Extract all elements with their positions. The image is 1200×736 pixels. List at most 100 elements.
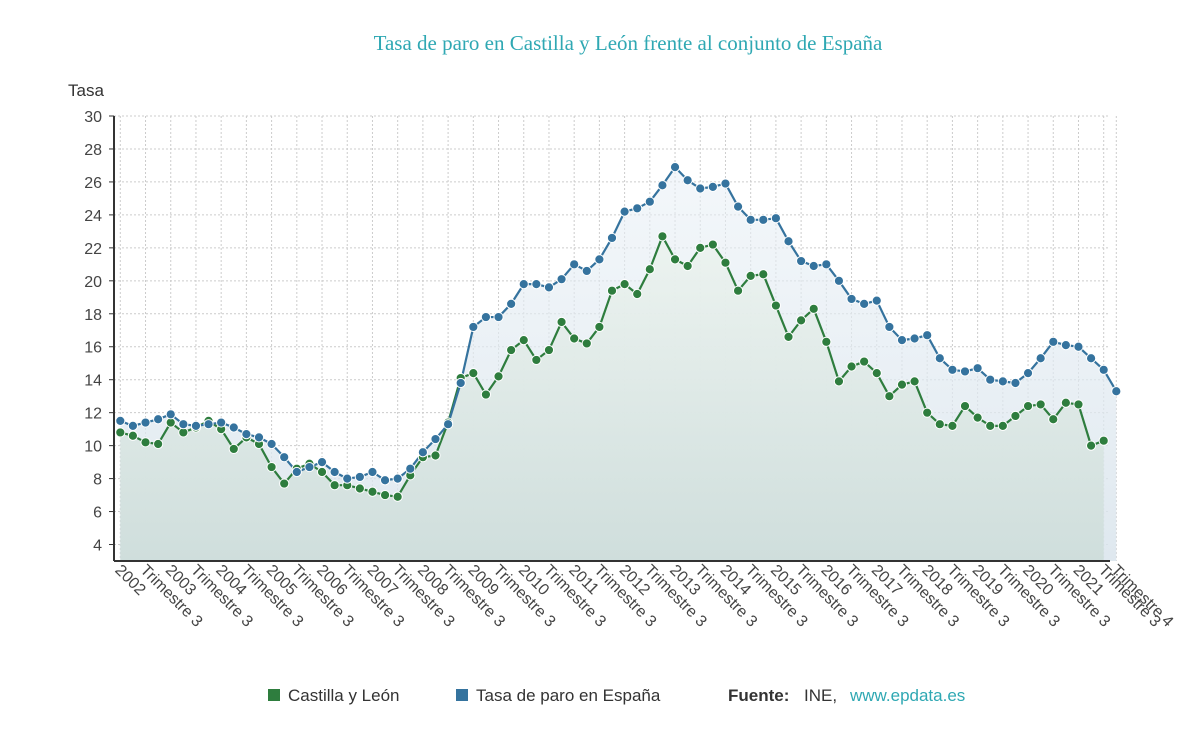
series-0-point-71[interactable] <box>1010 410 1021 422</box>
series-1-point-19[interactable] <box>354 471 365 483</box>
series-1-point-8[interactable] <box>216 417 227 428</box>
series-1-point-30[interactable] <box>493 311 504 323</box>
series-1-point-32[interactable] <box>518 279 529 290</box>
series-0-point-72[interactable] <box>1022 400 1034 412</box>
series-1-point-55[interactable] <box>808 260 819 272</box>
series-1-point-16[interactable] <box>316 457 328 468</box>
series-0-point-20[interactable] <box>367 486 378 497</box>
series-1-point-79[interactable] <box>1111 386 1122 397</box>
series-1-point-13[interactable] <box>279 452 290 463</box>
series-0-point-37[interactable] <box>581 338 592 349</box>
series-0-point-12[interactable] <box>266 461 277 473</box>
series-0-point-3[interactable] <box>153 438 164 450</box>
series-1-point-64[interactable] <box>922 330 933 341</box>
series-1-point-3[interactable] <box>153 414 164 425</box>
series-1-point-33[interactable] <box>531 279 542 290</box>
series-1-point-46[interactable] <box>695 183 706 194</box>
series-0-point-50[interactable] <box>745 270 756 281</box>
series-0-point-57[interactable] <box>833 376 845 387</box>
series-1-point-20[interactable] <box>367 466 378 478</box>
series-1-point-24[interactable] <box>417 447 428 458</box>
series-1-point-15[interactable] <box>304 461 315 473</box>
series-1-point-68[interactable] <box>972 363 983 374</box>
series-0-point-45[interactable] <box>682 260 693 272</box>
series-1-point-60[interactable] <box>871 295 882 306</box>
series-1-point-10[interactable] <box>241 428 252 440</box>
series-1-point-45[interactable] <box>682 175 693 186</box>
series-0-point-49[interactable] <box>732 285 744 296</box>
series-1-point-6[interactable] <box>190 420 202 431</box>
series-0-point-16[interactable] <box>316 466 328 478</box>
series-1-point-27[interactable] <box>455 377 466 389</box>
series-0-point-66[interactable] <box>947 420 958 431</box>
series-0-point-76[interactable] <box>1073 399 1084 410</box>
series-0-point-40[interactable] <box>619 279 630 290</box>
series-1-point-34[interactable] <box>543 282 555 293</box>
series-1-point-78[interactable] <box>1098 364 1109 375</box>
series-1-point-52[interactable] <box>770 213 782 224</box>
series-1-point-43[interactable] <box>657 180 668 191</box>
series-1-point-26[interactable] <box>443 419 454 430</box>
series-0-point-67[interactable] <box>959 400 971 412</box>
series-1-point-14[interactable] <box>291 466 302 478</box>
series-0-point-38[interactable] <box>594 321 605 333</box>
series-0-point-25[interactable] <box>430 450 441 461</box>
legend-item-castilla[interactable]: Castilla y León <box>268 686 400 705</box>
legend-item-espana[interactable]: Tasa de paro en España <box>456 686 661 705</box>
series-1-point-1[interactable] <box>127 420 139 431</box>
series-1-point-74[interactable] <box>1048 336 1059 347</box>
series-1-point-42[interactable] <box>644 196 655 207</box>
series-0-point-75[interactable] <box>1060 397 1071 408</box>
series-0-point-36[interactable] <box>569 333 580 344</box>
series-1-point-28[interactable] <box>468 321 479 333</box>
series-0-point-61[interactable] <box>884 391 895 402</box>
series-0-point-51[interactable] <box>758 269 769 280</box>
series-1-point-56[interactable] <box>821 259 832 270</box>
series-0-point-47[interactable] <box>707 239 718 250</box>
series-1-point-29[interactable] <box>480 311 492 323</box>
series-0-point-43[interactable] <box>657 231 668 242</box>
series-0-point-62[interactable] <box>896 379 908 390</box>
series-0-point-59[interactable] <box>859 356 870 367</box>
series-1-point-53[interactable] <box>783 236 794 247</box>
series-0-point-60[interactable] <box>871 368 882 379</box>
series-1-point-0[interactable] <box>115 415 126 427</box>
series-0-point-29[interactable] <box>480 389 492 400</box>
series-1-point-58[interactable] <box>846 293 857 305</box>
series-1-point-76[interactable] <box>1073 341 1084 352</box>
series-1-point-9[interactable] <box>228 422 239 433</box>
series-1-point-71[interactable] <box>1010 377 1021 389</box>
series-0-point-77[interactable] <box>1085 440 1097 451</box>
series-1-point-17[interactable] <box>329 466 340 478</box>
series-0-point-68[interactable] <box>972 412 983 423</box>
series-0-point-9[interactable] <box>228 443 239 455</box>
series-0-point-31[interactable] <box>506 344 517 356</box>
series-1-point-66[interactable] <box>947 364 958 375</box>
series-0-point-33[interactable] <box>531 354 542 366</box>
series-0-point-44[interactable] <box>669 254 681 265</box>
series-1-point-48[interactable] <box>720 178 731 189</box>
series-1-point-77[interactable] <box>1085 353 1097 364</box>
series-1-point-73[interactable] <box>1035 353 1046 364</box>
series-1-point-12[interactable] <box>266 438 277 450</box>
series-1-point-47[interactable] <box>707 181 718 192</box>
series-0-point-32[interactable] <box>518 335 529 346</box>
series-0-point-63[interactable] <box>909 376 920 387</box>
series-1-point-23[interactable] <box>405 463 416 474</box>
series-0-point-28[interactable] <box>468 368 479 379</box>
series-0-point-65[interactable] <box>934 419 945 430</box>
series-1-point-69[interactable] <box>985 374 996 385</box>
series-1-point-49[interactable] <box>732 201 744 212</box>
series-0-point-69[interactable] <box>985 420 996 431</box>
series-0-point-34[interactable] <box>543 344 555 356</box>
series-1-point-72[interactable] <box>1022 368 1034 379</box>
series-0-point-17[interactable] <box>329 480 340 491</box>
series-0-point-35[interactable] <box>556 316 567 328</box>
series-0-point-78[interactable] <box>1098 435 1109 446</box>
series-0-point-52[interactable] <box>770 300 782 311</box>
series-1-point-21[interactable] <box>379 475 391 486</box>
series-1-point-41[interactable] <box>632 203 643 214</box>
series-0-point-39[interactable] <box>606 285 618 296</box>
series-0-point-30[interactable] <box>493 371 504 382</box>
series-0-point-55[interactable] <box>808 303 819 314</box>
